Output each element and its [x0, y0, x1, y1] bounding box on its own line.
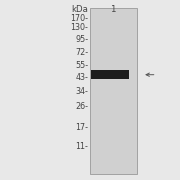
Text: 43-: 43-: [75, 73, 88, 82]
Text: 11-: 11-: [75, 142, 88, 151]
Text: 55-: 55-: [75, 61, 88, 70]
Text: 130-: 130-: [70, 23, 88, 32]
Text: 95-: 95-: [75, 35, 88, 44]
Bar: [91, 70, 129, 79]
Text: 72-: 72-: [75, 48, 88, 57]
Text: 34-: 34-: [75, 87, 88, 96]
Text: kDa: kDa: [71, 5, 88, 14]
Text: 26-: 26-: [75, 102, 88, 111]
Bar: [90, 8, 137, 174]
Text: 170-: 170-: [70, 14, 88, 23]
Text: 17-: 17-: [75, 123, 88, 132]
Text: 1: 1: [110, 5, 115, 14]
